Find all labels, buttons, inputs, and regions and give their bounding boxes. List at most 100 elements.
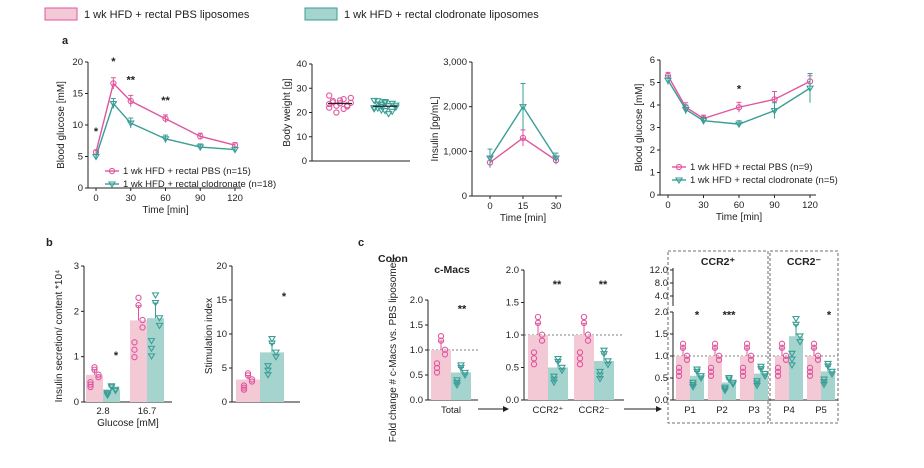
data-point-0 [739,364,747,371]
significance-star: * [94,126,99,138]
y-tick-label: 0.5 [506,363,519,374]
data-point-0 [711,344,719,351]
bar-0 [740,356,754,400]
data-point-1 [729,379,737,387]
x-tick-label: 30 [551,201,562,212]
y-tick-label: 10 [296,132,307,143]
data-point-0 [576,361,584,368]
data-point-1 [757,363,765,371]
data-point-1 [761,370,769,378]
y-tick-label: 2.0 [655,307,668,318]
data-point-0 [333,109,340,116]
data-point-1 [600,347,608,355]
data-point-0 [683,352,691,359]
data-point-0 [91,364,98,371]
y-tick-label: 4.0 [655,291,668,302]
data-point-0 [162,115,169,122]
data-point-0 [87,378,94,386]
data-point-0 [131,339,138,346]
y-axis-label: Insulin secretion/ content *10⁴ [54,270,65,403]
data-point-1 [600,351,608,358]
x-tick-label: Total [441,405,461,416]
x-tick-label: 90 [195,193,206,204]
x-tick-label: 0 [665,200,670,211]
y-tick-label: 2.0 [506,265,519,276]
bar-0 [574,335,594,400]
data-point-0 [441,346,449,353]
data-point-0 [326,104,333,111]
data-point-1 [550,373,558,381]
y-tick-label: 5 [222,363,227,374]
y-axis-label: Fold change # c-Macs vs. PBS liposomes [388,258,399,443]
y-axis-label: Body weight [g] [282,78,293,147]
data-point-0 [806,368,814,375]
data-point-0 [240,386,248,393]
data-point-1 [788,350,796,358]
data-point-1 [457,362,465,369]
data-point-0 [433,369,441,376]
chart-a-blood-glucose: 0 5 10 15 20 0 30 60 90 120 Time [min] Blood glucos… [56,56,276,216]
data-point-0 [95,371,102,378]
data-point-0 [707,372,715,379]
data-point-0 [743,344,751,351]
data-point-0 [707,368,715,375]
significance-star: ** [458,304,467,316]
data-point-0 [135,302,142,309]
data-point-1 [231,147,239,154]
y-tick-label: 1.5 [655,329,668,340]
top-legend: 1 wk HFD + rectal PBS liposomes 1 wk HFD… [44,7,539,21]
data-point-1 [264,363,272,370]
data-point-1 [552,155,560,163]
legend-marker [108,167,116,175]
panel-label-c: c [358,237,364,249]
data-point-0 [197,133,204,140]
data-point-1 [721,387,729,395]
group-label: CCR2⁻ [787,256,822,268]
data-point-1 [147,345,156,353]
data-point-0 [240,384,248,391]
data-point-0 [538,337,546,344]
y-tick-label: 0.5 [655,373,668,384]
chart-c-total-cmacs: 0.0 0.5 1.0 1.5 2.0 c-Macs Total Fold change # … [388,258,509,443]
data-point-0 [814,356,822,363]
data-point-1 [806,85,814,93]
data-point-1 [461,369,469,377]
y-tick-label: 0 [74,397,79,408]
y-tick-label: 1.5 [410,320,423,331]
x-tick-label: P1 [684,405,696,416]
y-tick-label: 0.5 [410,370,423,381]
legend-swatch-clod [304,7,338,21]
data-point-0 [782,356,790,363]
data-point-1 [107,383,116,390]
y-tick-label: 12.0 [650,265,669,276]
legend-swatch-pbs [44,7,78,21]
chart-title: c-Macs [434,264,470,276]
data-point-1 [596,376,604,383]
y-tick-label: 4 [650,100,655,111]
significance-star: ** [126,74,135,86]
data-point-0 [576,349,584,356]
data-point-1 [753,378,761,385]
legend-marker [675,177,683,185]
data-point-0 [135,294,142,301]
y-tick-label: 5 [650,78,655,89]
significance-star: *** [723,310,737,322]
bar-0 [236,379,260,402]
data-point-0 [675,368,683,375]
data-point-1 [377,103,386,111]
data-point-0 [244,372,252,379]
data-point-1 [381,108,389,115]
x-axis-label: Time [min] [142,205,189,216]
data-point-0 [747,352,755,359]
data-point-1 [699,118,708,125]
y-tick-label: 10 [72,120,83,131]
data-point-1 [155,322,164,330]
data-point-1 [792,315,800,323]
significance-star: * [282,291,287,303]
data-point-1 [92,153,100,161]
data-point-0 [679,340,687,347]
y-tick-label: 40 [296,59,307,70]
data-point-0 [715,352,723,359]
data-point-1 [453,377,461,384]
